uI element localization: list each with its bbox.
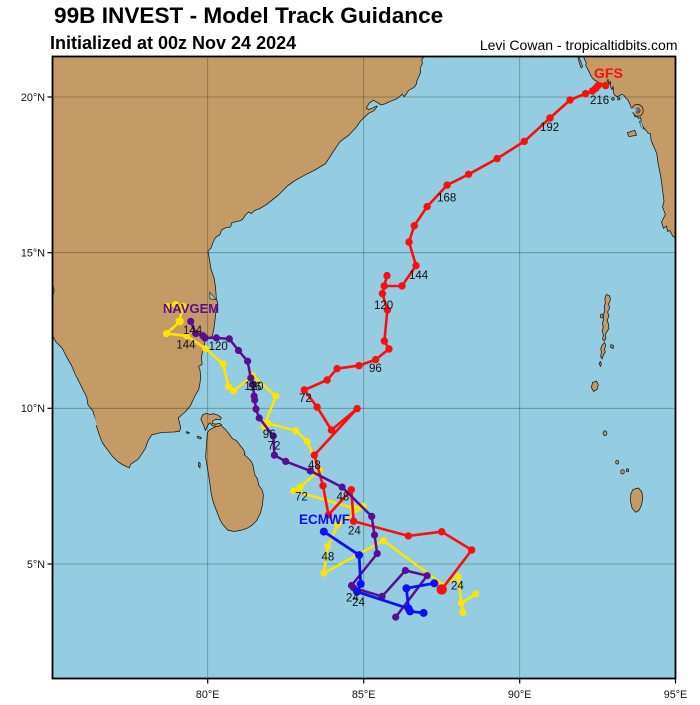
svg-text:48: 48 — [337, 492, 350, 504]
svg-text:24: 24 — [348, 525, 361, 537]
svg-text:144: 144 — [183, 325, 203, 337]
svg-text:120: 120 — [244, 381, 263, 393]
svg-text:80°E: 80°E — [196, 689, 220, 700]
svg-text:24: 24 — [451, 581, 464, 593]
svg-text:48: 48 — [308, 460, 321, 472]
svg-text:96: 96 — [369, 363, 382, 375]
svg-text:5°N: 5°N — [27, 559, 45, 571]
svg-text:ECMWF: ECMWF — [299, 512, 350, 527]
svg-text:15°N: 15°N — [21, 248, 45, 260]
svg-text:Levi Cowan - tropicaltidbits.c: Levi Cowan - tropicaltidbits.com — [480, 37, 678, 53]
svg-text:GFS: GFS — [594, 65, 623, 81]
svg-text:144: 144 — [409, 270, 429, 282]
svg-text:85°E: 85°E — [352, 689, 376, 700]
svg-text:96: 96 — [263, 429, 276, 441]
svg-text:20°N: 20°N — [21, 92, 45, 104]
svg-text:120: 120 — [209, 341, 228, 353]
svg-text:72: 72 — [268, 440, 281, 452]
svg-text:192: 192 — [540, 122, 559, 134]
svg-text:72: 72 — [299, 393, 312, 405]
svg-text:168: 168 — [437, 192, 456, 204]
svg-text:48: 48 — [322, 552, 335, 564]
svg-text:95°E: 95°E — [664, 689, 688, 700]
svg-text:96: 96 — [249, 382, 262, 394]
svg-text:24: 24 — [346, 593, 359, 605]
svg-text:24: 24 — [352, 597, 365, 609]
svg-text:NAVGEM: NAVGEM — [163, 301, 219, 316]
svg-text:10°N: 10°N — [21, 403, 45, 415]
svg-text:72: 72 — [295, 492, 308, 504]
svg-text:120: 120 — [374, 300, 393, 312]
svg-text:90°E: 90°E — [508, 689, 532, 700]
svg-text:144: 144 — [176, 340, 196, 352]
svg-text:216: 216 — [590, 95, 609, 107]
svg-text:99B INVEST - Model Track Guida: 99B INVEST - Model Track Guidance — [54, 3, 443, 28]
svg-text:Initialized at 00z Nov 24 2024: Initialized at 00z Nov 24 2024 — [50, 33, 296, 53]
